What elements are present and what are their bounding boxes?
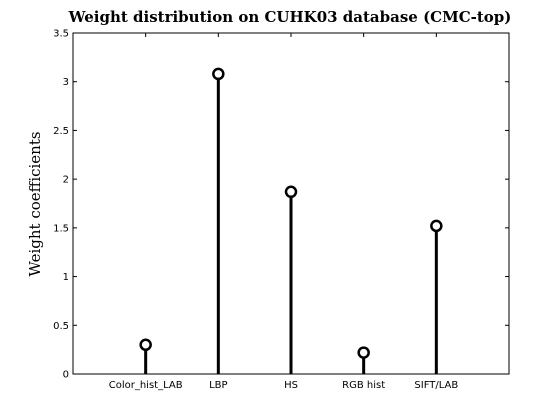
y-tick-label: 3.5	[53, 29, 69, 40]
y-tick-label: 3	[63, 77, 69, 88]
stem-marker	[139, 338, 152, 352]
stem-marker	[357, 346, 370, 359]
y-axis-label: Weight coefficients	[26, 131, 44, 276]
y-tick-label: 2.5	[53, 126, 69, 137]
y-tick-label: 1.5	[53, 223, 69, 234]
y-axis-ticks: 0 0.5 1 1.5 2 2.5 3 3.5	[53, 29, 509, 381]
x-tick-label: HS	[284, 380, 298, 391]
y-tick-label: 0.5	[53, 321, 69, 332]
x-axis-ticks: Color_hist_LAB LBP HS RGB hist SIFT/LAB	[109, 33, 458, 391]
data-stems	[139, 67, 443, 374]
y-tick-label: 0	[63, 370, 69, 381]
x-tick-label: LBP	[209, 380, 227, 391]
chart-title: Weight distribution on CUHK03 database (…	[68, 8, 512, 26]
x-tick-label: SIFT/LAB	[414, 380, 458, 391]
x-tick-label: RGB hist	[342, 380, 385, 391]
stem-marker	[430, 219, 443, 233]
y-tick-label: 2	[63, 175, 69, 186]
stem-marker	[284, 185, 298, 199]
x-tick-label: Color_hist_LAB	[109, 380, 183, 391]
stem-marker	[212, 67, 225, 81]
y-tick-label: 1	[63, 272, 69, 283]
